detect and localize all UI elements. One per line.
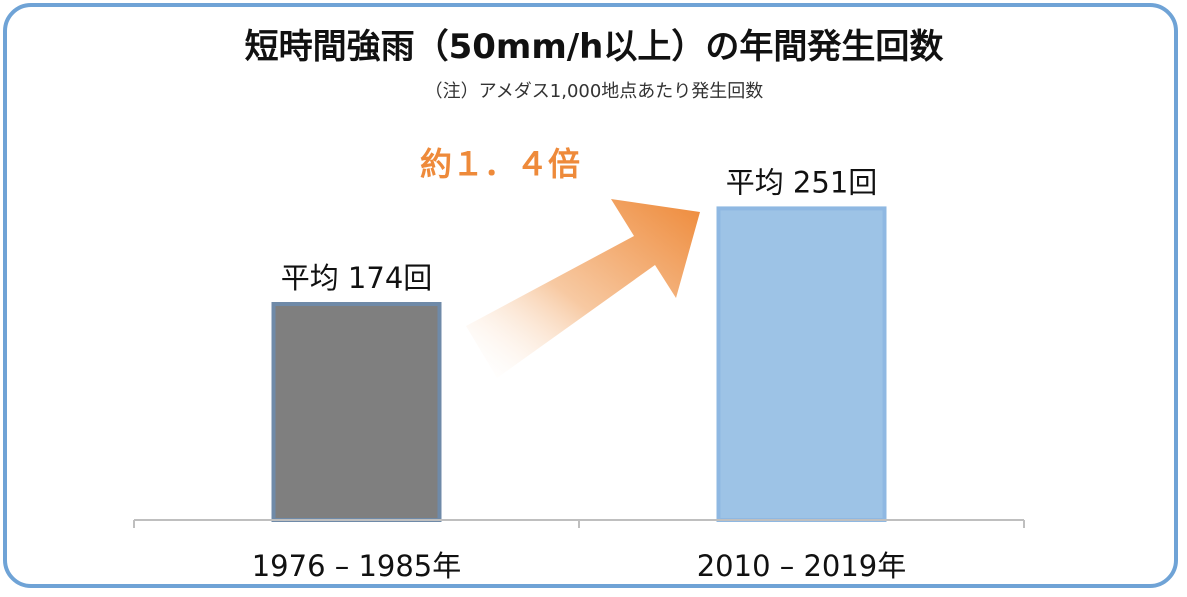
x-axis: 1976 – 1985年 2010 – 2019年 [133, 519, 1025, 583]
bar-value-label-1: 平均 174回 [281, 261, 433, 295]
bars-layer: 平均 174回 平均 251回 [271, 165, 887, 522]
category-label-1: 1976 – 1985年 [252, 549, 462, 583]
bar-2 [716, 206, 887, 522]
chart-title: 短時間強雨（50mm/h以上）の年間発生回数 [245, 27, 944, 67]
category-label-2: 2010 – 2019年 [697, 549, 907, 583]
growth-annotation: 約１．４倍 [420, 145, 580, 183]
bar-1 [271, 302, 442, 522]
chart-subtitle: （注）アメダス1,000地点あたり発生回数 [425, 81, 764, 102]
growth-arrow [466, 199, 700, 378]
bar-value-label-2: 平均 251回 [726, 165, 878, 199]
